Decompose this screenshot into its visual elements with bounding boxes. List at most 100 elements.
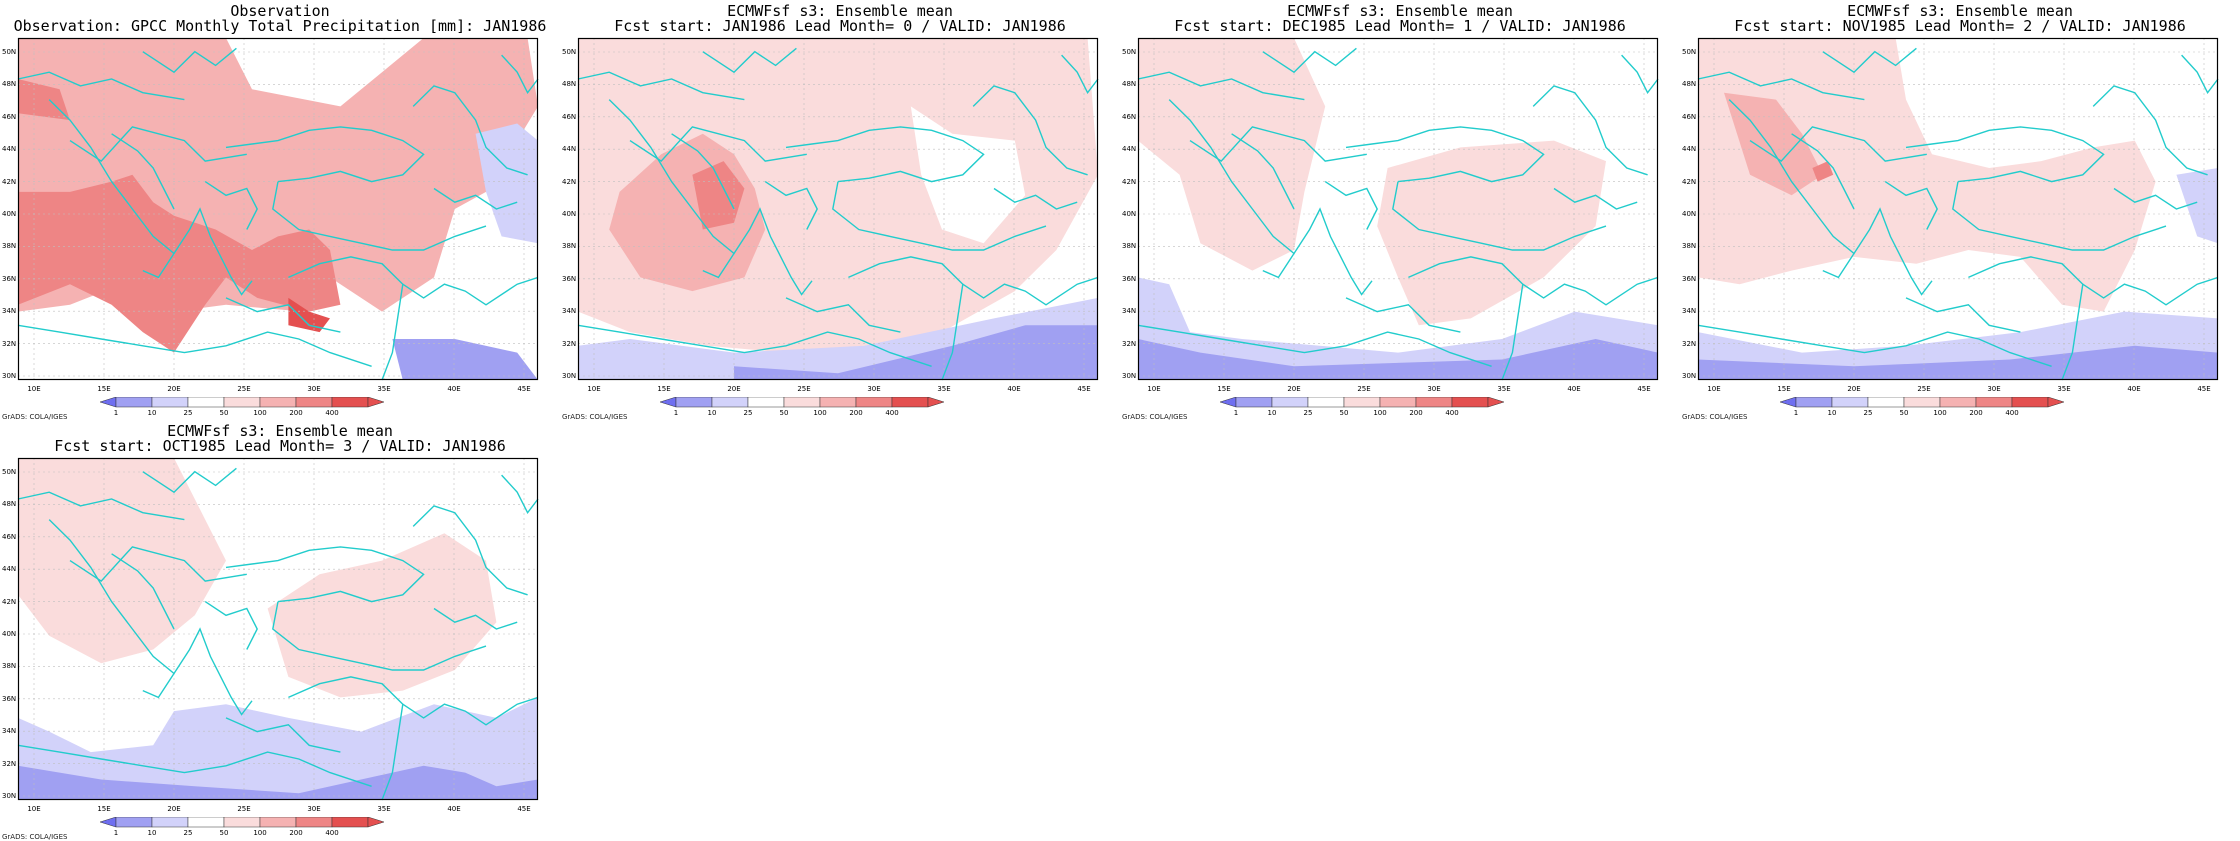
coastline bbox=[225, 717, 341, 753]
coastline bbox=[69, 546, 247, 583]
coastline bbox=[1522, 276, 1659, 306]
lat-tick-label: 46N bbox=[1682, 112, 1697, 121]
lat-tick-label: 30N bbox=[562, 372, 577, 380]
colorbar-label: 10 bbox=[148, 409, 157, 417]
coastline bbox=[1621, 54, 1659, 95]
lon-tick-label: 40E bbox=[1007, 385, 1020, 393]
lon-tick-label: 45E bbox=[1637, 385, 1650, 393]
lat-tick-label: 42N bbox=[1682, 177, 1697, 186]
map-panel-4: ECMWFsf s3: Ensemble mean Fcst start: NOV… bbox=[1680, 0, 2240, 421]
lat-tick-label: 44N bbox=[1122, 145, 1137, 154]
colorbar-label: 50 bbox=[780, 409, 789, 417]
coastline bbox=[412, 85, 528, 176]
coastline bbox=[1952, 181, 2167, 251]
lat-tick-label: 42N bbox=[562, 177, 577, 186]
lon-tick-label: 15E bbox=[657, 385, 670, 393]
lon-tick-label: 25E bbox=[237, 385, 250, 393]
lon-tick-label: 10E bbox=[1707, 385, 1720, 393]
coastline bbox=[993, 187, 1078, 210]
lon-tick-label: 40E bbox=[447, 385, 460, 393]
coastline bbox=[204, 181, 258, 230]
coastline bbox=[1791, 133, 1855, 210]
map-panel-3: ECMWFsf s3: Ensemble mean Fcst start: DEC… bbox=[1120, 0, 1680, 421]
precip-shading bbox=[18, 765, 538, 800]
coastline bbox=[2092, 85, 2208, 176]
lat-tick-label: 46N bbox=[2, 112, 17, 121]
colorbar-label: 1 bbox=[114, 409, 118, 417]
coastline bbox=[402, 276, 539, 306]
lon-tick-label: 40E bbox=[2127, 385, 2140, 393]
precipitation-map: 10E 15E 20E 25E 30E 35E 40E 45E bbox=[17, 37, 539, 393]
coastline bbox=[1697, 71, 1865, 101]
coastline bbox=[2181, 54, 2219, 95]
lat-tick-label: 34N bbox=[1682, 307, 1697, 316]
lat-tick-label: 34N bbox=[2, 727, 17, 736]
lon-tick-label: 30E bbox=[307, 385, 320, 393]
colorbar-label: 1 bbox=[1234, 409, 1238, 417]
lat-tick-label: 50N bbox=[2, 48, 17, 56]
colorbar-label: 10 bbox=[708, 409, 717, 417]
colorbar-legend: 1 10 25 50 100 200 400 bbox=[1780, 397, 2065, 417]
lon-tick-label: 15E bbox=[97, 805, 110, 813]
lat-tick-label: 42N bbox=[2, 177, 17, 186]
colorbar-legend: 1 10 25 50 100 200 400 bbox=[100, 817, 385, 837]
lat-tick-label: 48N bbox=[1122, 80, 1137, 89]
coastline bbox=[2113, 187, 2198, 210]
coastline bbox=[1532, 85, 1648, 176]
colorbar-label: 200 bbox=[849, 409, 862, 417]
lon-tick-label: 25E bbox=[797, 385, 810, 393]
coastline bbox=[225, 126, 425, 183]
lat-tick-label: 30N bbox=[2, 372, 17, 380]
precip-shading bbox=[1138, 339, 1658, 380]
coastline bbox=[17, 491, 185, 521]
lon-tick-label: 25E bbox=[1357, 385, 1370, 393]
panel-title: ECMWFsf s3: Ensemble mean bbox=[167, 422, 393, 440]
colorbar-legend: 1 10 25 50 100 200 400 bbox=[100, 397, 385, 417]
precip-shading bbox=[734, 325, 1098, 380]
lat-tick-label: 50N bbox=[562, 48, 577, 56]
colorbar-label: 100 bbox=[253, 829, 266, 837]
colorbar-label: 10 bbox=[148, 829, 157, 837]
lon-tick-label: 20E bbox=[1287, 385, 1300, 393]
lon-tick-label: 35E bbox=[1497, 385, 1510, 393]
lat-tick-label: 44N bbox=[1682, 145, 1697, 154]
coastline bbox=[972, 85, 1088, 176]
lat-tick-label: 36N bbox=[1682, 274, 1697, 283]
coastline bbox=[608, 99, 735, 279]
lon-tick-label: 20E bbox=[1847, 385, 1860, 393]
lon-tick-label: 35E bbox=[2057, 385, 2070, 393]
precip-shading bbox=[18, 79, 70, 121]
coastline bbox=[733, 207, 813, 296]
colorbar-label: 1 bbox=[1794, 409, 1798, 417]
coastline bbox=[962, 276, 1099, 306]
lat-tick-label: 48N bbox=[2, 80, 17, 89]
lat-tick-label: 50N bbox=[1122, 48, 1137, 56]
lat-tick-label: 48N bbox=[2, 500, 17, 509]
precip-shading bbox=[18, 174, 341, 353]
panel-subtitle: Fcst start: JAN1986 Lead Month= 0 / VALI… bbox=[614, 17, 1066, 35]
coastline bbox=[1822, 47, 1917, 74]
precip-shading bbox=[1812, 161, 1834, 182]
coastline bbox=[173, 627, 253, 716]
lat-tick-label: 36N bbox=[562, 274, 577, 283]
precip-shading bbox=[2176, 168, 2218, 244]
colorbar-label: 25 bbox=[184, 829, 193, 837]
coastline bbox=[1231, 133, 1295, 210]
panel-title: ECMWFsf s3: Ensemble mean bbox=[1847, 2, 2073, 20]
lon-tick-label: 45E bbox=[2197, 385, 2210, 393]
coastline bbox=[1345, 126, 1545, 183]
coastline bbox=[764, 181, 818, 230]
colorbar-label: 400 bbox=[1445, 409, 1458, 417]
coastline bbox=[629, 126, 807, 163]
lat-tick-label: 36N bbox=[1122, 274, 1137, 283]
coastline bbox=[1061, 54, 1099, 95]
precipitation-map: 10E 15E 20E 25E 30E 35E 40E 45E bbox=[1137, 37, 1659, 393]
colorbar-label: 100 bbox=[1373, 409, 1386, 417]
lat-tick-label: 44N bbox=[562, 145, 577, 154]
lat-tick-label: 34N bbox=[562, 307, 577, 316]
precip-shading bbox=[1377, 140, 1606, 326]
lat-tick-label: 40N bbox=[1122, 210, 1137, 218]
coastline bbox=[288, 676, 404, 801]
lat-tick-label: 46N bbox=[1122, 112, 1137, 121]
colorbar-label: 25 bbox=[1864, 409, 1873, 417]
